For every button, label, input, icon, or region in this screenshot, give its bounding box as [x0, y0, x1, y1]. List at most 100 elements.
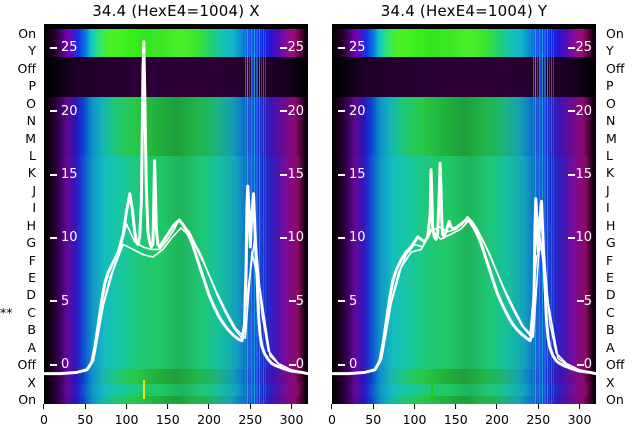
row-label-c-16: C: [598, 306, 640, 320]
x-tick-label: 100: [402, 412, 427, 427]
row-label-i-10: I: [598, 202, 640, 215]
row-label-text: A: [606, 339, 615, 355]
x-tick-mark: [372, 404, 374, 409]
y-tick-dash: [50, 46, 57, 49]
y-tick-label: 5: [583, 293, 592, 309]
y-tick-left-0: 0: [338, 357, 357, 372]
row-label-h-11: H: [598, 219, 640, 233]
x-axis-left: 0 50 100 150 200 250 300: [40, 404, 308, 440]
y-tick-left-10: 10: [50, 230, 78, 245]
y-tick-label: 5: [349, 293, 358, 309]
heatmap-row-band-8: [332, 246, 596, 278]
trace-x-ghost-1: [92, 218, 308, 375]
row-label-p-3: P: [598, 80, 640, 93]
row-label-text: O: [26, 95, 36, 111]
x-tick-mark: [496, 404, 498, 409]
row-label-text: Off: [606, 60, 625, 76]
heatmap-row-band-2: [332, 82, 596, 98]
row-label-text: X: [27, 374, 36, 390]
x-tick-label: 150: [443, 412, 468, 427]
x-tick-0: 0: [328, 404, 336, 427]
y-tick-left-15: 15: [50, 167, 78, 182]
row-label-b-17: B: [0, 324, 42, 337]
row-label-text: B: [606, 322, 615, 338]
yellow-marker: [143, 379, 145, 399]
row-label-text: N: [606, 113, 616, 129]
y-tick-dash: [280, 236, 288, 239]
row-label-text: H: [26, 217, 36, 233]
row-label-e-14: E: [0, 271, 42, 285]
row-label-b-17: B: [598, 324, 640, 337]
row-label-text: C: [27, 304, 36, 320]
heatmap-panel-y[interactable]: 0 0 5 5 10 10 15 15 20 20 25 25: [332, 24, 596, 404]
y-tick-dash: [568, 110, 576, 113]
trace-layer-y: [332, 161, 596, 376]
row-label-text: F: [606, 252, 614, 268]
x-tick-mark: [167, 404, 169, 409]
x-tick-mark: [578, 404, 580, 409]
row-label-text: O: [606, 95, 616, 111]
row-label-o-4: O: [598, 95, 640, 111]
y-tick-label: 10: [575, 230, 592, 246]
y-tick-dash: [338, 173, 345, 176]
row-label-text: K: [27, 165, 36, 181]
x-tick-label: 100: [114, 412, 139, 427]
x-tick-label: 250: [238, 412, 263, 427]
y-tick-dash: [576, 300, 584, 303]
y-tick-right-25: 25: [280, 40, 304, 55]
row-label-p-3: P: [0, 80, 42, 93]
trace-x-ghost-2: [92, 227, 308, 375]
row-label-off-2: Off: [0, 62, 42, 76]
heatmap-row-band-6: [44, 186, 308, 217]
y-tick-dash: [568, 46, 576, 49]
row-label-text: F: [28, 252, 36, 268]
row-label-text: Off: [606, 357, 625, 373]
y-tick-label: 0: [583, 357, 592, 372]
y-tick-right-15: 15: [568, 167, 592, 182]
row-label-on-0: On: [598, 26, 640, 41]
row-label-m-6: M: [0, 132, 42, 146]
heatmap-row-band-13: [332, 383, 596, 397]
y-tick-dash: [50, 363, 57, 366]
row-label-n-5: N: [0, 114, 42, 128]
y-tick-right-25: 25: [568, 40, 592, 55]
y-tick-dash: [50, 173, 57, 176]
x-tick-mark: [43, 404, 45, 409]
heatmap-row-band-3: [44, 97, 308, 126]
y-tick-label: 15: [349, 167, 366, 182]
trace-x-main: [44, 40, 308, 376]
row-label-text: On: [606, 26, 624, 41]
y-tick-label: 15: [61, 167, 78, 182]
x-tick-150: 150: [444, 404, 468, 427]
heatmap-panel-x[interactable]: 0 0 5 5 10 10 15 15 20 20 25 25: [44, 24, 308, 404]
green-marker: [431, 379, 433, 399]
row-label-y-1: Y: [598, 45, 640, 58]
y-tick-dash: [568, 173, 576, 176]
x-tick-mark: [537, 404, 539, 409]
y-tick-label: 0: [61, 357, 70, 372]
row-label-text: On: [18, 26, 36, 41]
row-label-text: K: [606, 165, 615, 181]
y-tick-label: 25: [287, 40, 304, 56]
x-tick-200: 200: [485, 404, 509, 427]
row-label-k-8: K: [598, 167, 640, 180]
row-label-text: J: [32, 182, 36, 198]
x-tick-mark: [125, 404, 127, 409]
y-tick-left-15: 15: [338, 167, 366, 182]
row-label-text: Y: [28, 43, 36, 59]
row-label-a-18: A: [598, 339, 640, 355]
panel-title-y: 34.4 (HexE4=1004) Y: [380, 2, 548, 20]
heatmap-row-band-4: [44, 125, 308, 156]
row-label-text: X: [606, 374, 615, 390]
row-label-text: G: [606, 235, 616, 251]
y-tick-dash: [280, 46, 288, 49]
y-tick-right-0: 0: [576, 357, 592, 372]
y-tick-right-10: 10: [568, 230, 592, 245]
x-tick-label: 50: [77, 412, 94, 427]
row-label-m-6: M: [598, 132, 640, 146]
y-tick-dash: [568, 236, 576, 239]
y-tick-right-20: 20: [568, 104, 592, 119]
row-label-f-13: F: [0, 252, 42, 268]
y-tick-right-5: 5: [288, 294, 304, 309]
row-label-x-20: X: [0, 374, 42, 390]
